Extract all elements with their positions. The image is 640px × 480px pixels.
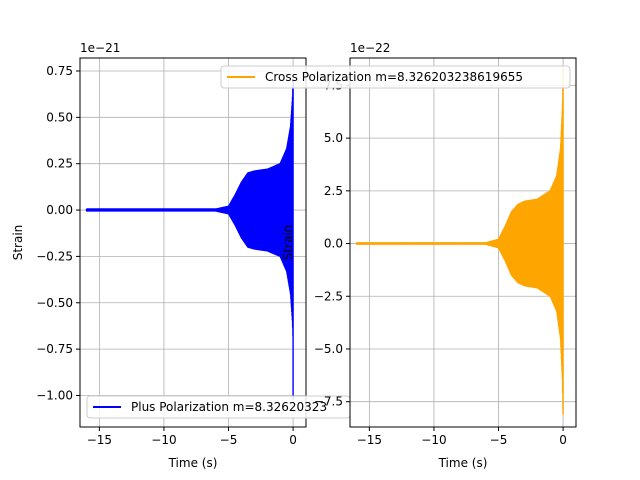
left-legend: Plus Polarization m=8.32620323 bbox=[86, 395, 351, 419]
y-tick-label: 0.75 bbox=[46, 64, 73, 78]
right-legend-box bbox=[220, 65, 571, 89]
right-plot-panel: −15−10−50 −7.5−5.0−2.50.02.55.07.5 Time … bbox=[220, 41, 577, 470]
y-tick-label: −5.0 bbox=[314, 342, 343, 356]
y-tick-label: −1.00 bbox=[36, 388, 73, 402]
left-offset-text: 1e−21 bbox=[80, 41, 120, 55]
waveform-line bbox=[85, 79, 294, 400]
y-tick-label: 0.00 bbox=[46, 203, 73, 217]
x-tick-label: −10 bbox=[151, 433, 176, 447]
right-y-ticks: −7.5−5.0−2.50.02.55.07.5 bbox=[314, 78, 350, 409]
right-legend: Cross Polarization m=8.326203238619655 bbox=[220, 65, 571, 89]
y-tick-label: −0.50 bbox=[36, 296, 73, 310]
y-tick-label: 0.0 bbox=[324, 237, 343, 251]
left-legend-label: Plus Polarization m=8.32620323 bbox=[131, 400, 327, 414]
right-axes-frame bbox=[349, 57, 577, 428]
right-x-axis-label: Time (s) bbox=[438, 456, 488, 470]
y-tick-label: 0.50 bbox=[46, 110, 73, 124]
x-tick-label: −5 bbox=[220, 433, 238, 447]
x-tick-label: −5 bbox=[490, 433, 508, 447]
left-waveform bbox=[85, 79, 294, 400]
left-x-ticks: −15 −10 −5 0 bbox=[87, 427, 297, 447]
y-tick-label: 0.25 bbox=[46, 157, 73, 171]
waveform-line bbox=[355, 67, 564, 416]
x-tick-label: 0 bbox=[289, 433, 297, 447]
x-tick-label: −15 bbox=[87, 433, 112, 447]
right-y-axis-label: Strain bbox=[281, 225, 295, 261]
right-waveform bbox=[355, 67, 564, 416]
y-tick-label: −0.25 bbox=[36, 249, 73, 263]
right-offset-text: 1e−22 bbox=[350, 41, 390, 55]
left-y-axis-label: Strain bbox=[11, 225, 25, 261]
right-legend-label: Cross Polarization m=8.326203238619655 bbox=[265, 70, 523, 84]
y-tick-label: 5.0 bbox=[324, 131, 343, 145]
y-tick-label: −7.5 bbox=[314, 395, 343, 409]
x-tick-label: −10 bbox=[421, 433, 446, 447]
left-y-ticks: −1.00 −0.75 −0.50 −0.25 0.00 0.25 0.50 0.75 bbox=[36, 64, 80, 402]
x-tick-label: −15 bbox=[357, 433, 382, 447]
y-tick-label: −0.75 bbox=[36, 342, 73, 356]
right-x-ticks: −15 −10 −5 0 bbox=[357, 427, 567, 447]
left-axes-frame bbox=[79, 57, 307, 428]
y-tick-label: −2.5 bbox=[314, 289, 343, 303]
y-tick-label: 2.5 bbox=[324, 184, 343, 198]
x-tick-label: 0 bbox=[559, 433, 567, 447]
left-plot-panel: −15 −10 −5 0 −1.00 −0.75 −0.50 −0.25 0.00 0.25 0.… bbox=[11, 41, 351, 470]
left-x-axis-label: Time (s) bbox=[168, 456, 218, 470]
